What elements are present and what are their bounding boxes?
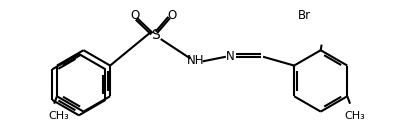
Text: CH₃: CH₃ bbox=[48, 111, 69, 121]
Text: Br: Br bbox=[297, 9, 310, 22]
Text: CH₃: CH₃ bbox=[345, 111, 366, 121]
Text: O: O bbox=[167, 9, 177, 22]
Text: O: O bbox=[130, 9, 139, 22]
Text: S: S bbox=[151, 28, 160, 42]
Text: NH: NH bbox=[187, 54, 205, 67]
Text: N: N bbox=[226, 50, 235, 63]
